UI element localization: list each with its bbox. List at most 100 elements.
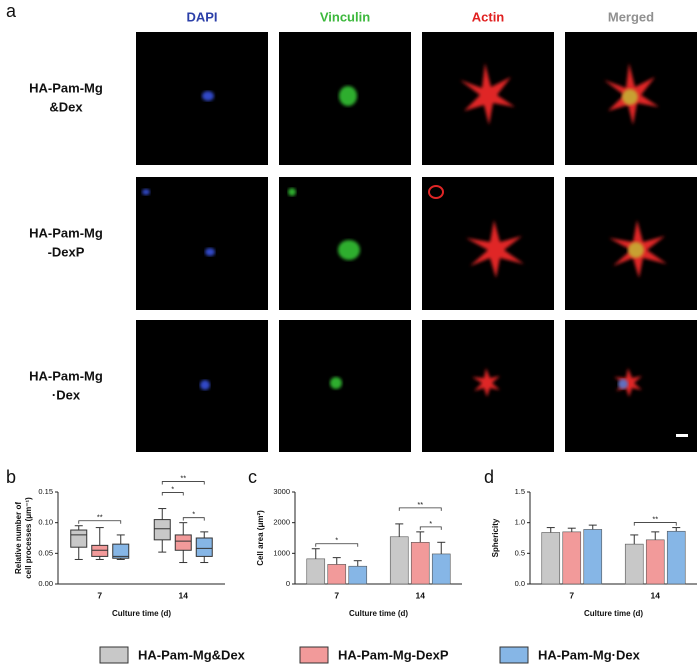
legend-swatch <box>499 646 529 664</box>
panel-label: c <box>248 467 257 487</box>
significance-label: ** <box>417 500 423 509</box>
bar <box>583 529 603 585</box>
y-axis-label: cell processes (μm⁻¹) <box>24 497 33 579</box>
cell <box>614 368 642 397</box>
bar <box>306 558 326 585</box>
bar <box>389 536 409 585</box>
y-tick-label: 2000 <box>273 518 290 527</box>
box <box>174 534 192 551</box>
micrograph <box>279 320 411 452</box>
cell <box>330 377 342 389</box>
micrograph <box>136 32 268 165</box>
significance-bracket <box>419 526 442 530</box>
y-tick-label: 3000 <box>273 487 290 496</box>
y-tick-label: 1.5 <box>515 487 525 496</box>
row-label: ·Dex <box>52 387 81 402</box>
significance-bracket <box>633 522 677 526</box>
micrograph <box>136 177 268 310</box>
cell <box>428 185 444 199</box>
cell <box>338 240 360 260</box>
significance-bracket <box>182 517 205 521</box>
row-label: HA-Pam-Mg <box>29 225 103 240</box>
x-axis-label: Culture time (d) <box>112 609 171 618</box>
micrographs <box>136 32 697 452</box>
x-axis-label: Culture time (d) <box>584 609 643 618</box>
y-tick-label: 0 <box>286 579 290 588</box>
nucleus <box>142 189 150 195</box>
y-axis-label: Cell area (μm²) <box>256 510 265 566</box>
row-label: &Dex <box>49 99 83 114</box>
cell <box>622 89 638 105</box>
cell <box>339 86 357 106</box>
nucleus <box>202 91 214 101</box>
significance-label: ** <box>652 515 658 524</box>
y-tick-label: 0.15 <box>38 487 53 496</box>
x-tick-label: 14 <box>179 590 189 600</box>
legend-label: HA-Pam-Mg·Dex <box>538 647 641 662</box>
significance-label: ** <box>180 474 186 483</box>
bar <box>562 531 582 585</box>
column-header: DAPI <box>186 9 217 24</box>
x-tick-label: 7 <box>334 590 339 600</box>
y-tick-label: 0.5 <box>515 548 525 557</box>
cell <box>466 220 524 278</box>
y-axis-label: Sphericity <box>491 518 500 557</box>
cell <box>460 63 515 125</box>
box <box>91 544 109 557</box>
panel-label: d <box>484 467 494 487</box>
legend-label: HA-Pam-Mg-DexP <box>338 647 449 662</box>
bar <box>348 565 368 585</box>
legend-label: HA-Pam-Mg&Dex <box>138 647 246 662</box>
cell <box>628 242 644 258</box>
legend-swatch <box>299 646 329 664</box>
y-axis-label: Relative number of <box>14 502 23 574</box>
significance-label: * <box>335 536 338 545</box>
significance-bracket <box>78 520 122 524</box>
bar <box>541 532 561 585</box>
bar <box>431 553 451 585</box>
scale-bar <box>676 434 688 437</box>
bar <box>666 530 686 585</box>
box <box>153 519 171 541</box>
box <box>195 537 213 557</box>
significance-bracket <box>161 481 205 485</box>
bar <box>645 539 665 585</box>
significance-bracket <box>398 507 442 511</box>
significance-label: * <box>192 510 195 519</box>
cell <box>472 368 500 397</box>
column-header: Merged <box>608 9 654 24</box>
nucleus <box>200 380 210 390</box>
y-tick-label: 0.0 <box>515 579 525 588</box>
bar <box>327 564 347 585</box>
significance-label: * <box>429 519 432 528</box>
row-label: HA-Pam-Mg <box>29 80 103 95</box>
y-tick-label: 0.10 <box>38 518 53 527</box>
significance-bracket <box>315 543 359 547</box>
nucleus <box>205 248 215 256</box>
cell <box>288 188 296 196</box>
x-axis-label: Culture time (d) <box>349 609 408 618</box>
row-label: -DexP <box>48 244 85 259</box>
column-header: Vinculin <box>320 9 370 24</box>
panel-label: b <box>6 467 16 487</box>
box <box>112 543 130 559</box>
column-header: Actin <box>472 9 505 24</box>
y-tick-label: 1000 <box>273 548 290 557</box>
x-tick-label: 14 <box>651 590 661 600</box>
row-label: HA-Pam-Mg <box>29 368 103 383</box>
significance-label: ** <box>97 513 103 522</box>
significance-label: * <box>171 485 174 494</box>
nucleus <box>618 379 628 389</box>
bar <box>410 541 430 585</box>
y-tick-label: 0.05 <box>38 548 53 557</box>
significance-bracket <box>161 492 184 496</box>
x-tick-label: 7 <box>97 590 102 600</box>
x-tick-label: 14 <box>416 590 426 600</box>
y-tick-label: 1.0 <box>515 518 525 527</box>
panel-label: a <box>6 1 17 21</box>
legend-swatch <box>99 646 129 664</box>
bar <box>624 543 644 585</box>
y-tick-label: 0.00 <box>38 579 53 588</box>
